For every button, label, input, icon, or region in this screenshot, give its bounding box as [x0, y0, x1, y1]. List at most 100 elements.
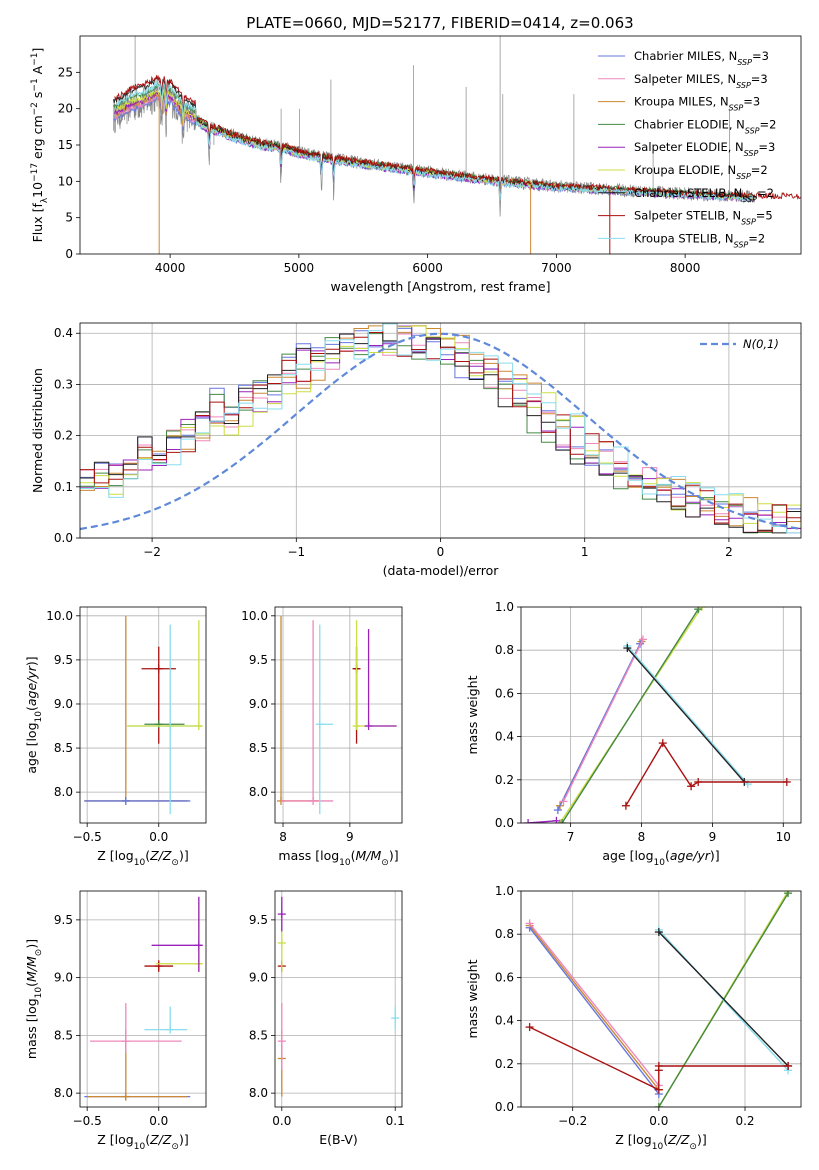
- y-tick-label: 1.0: [495, 884, 514, 898]
- y-tick-label: 9.0: [249, 971, 268, 985]
- x-tick-label: 8000: [670, 261, 701, 275]
- label-part: mass weight: [465, 675, 480, 754]
- label-part: Flux [f: [30, 203, 45, 243]
- y-tick-label: 10.0: [46, 609, 73, 623]
- legend-entry: Kroupa ELODIE, NSSP=2: [634, 163, 768, 181]
- errorbar-point: [391, 1006, 400, 1030]
- x-tick-label: 1: [581, 545, 589, 559]
- x-tick-label: 0: [437, 545, 445, 559]
- x-tick-label: 0.0: [272, 1114, 291, 1128]
- legend-nssp: =5: [756, 209, 773, 223]
- legend-name: Kroupa ELODIE, N: [634, 163, 736, 177]
- legend-sub: SSP: [736, 80, 751, 89]
- y-tick-label: 0.1: [54, 480, 73, 494]
- residuals-axes: −2 −1 0 1 2 0.0 0.1 0.2 0.3 0.4 (data-model)/error…: [30, 323, 801, 578]
- mass-vs-Z-ylabel: mass [log10(M/M⊙)]: [24, 939, 44, 1059]
- x-tick-label: −0.5: [73, 1114, 102, 1128]
- errorbar-point: [315, 624, 334, 815]
- errorbar-point: [364, 629, 397, 731]
- age-vs-mass-frame: [274, 606, 403, 824]
- legend-nssp: =3: [751, 72, 768, 86]
- y-tick-label: 0.3: [54, 377, 73, 391]
- spectrum-xlabel: wavelength [Angstrom, rest frame]: [330, 279, 550, 294]
- errorbar-point: [90, 1003, 182, 1053]
- y-tick-label: 0.8: [495, 643, 514, 657]
- y-tick-label: 0.0: [495, 1100, 514, 1114]
- figure-title: PLATE=0660, MJD=52177, FIBERID=0414, z=0…: [246, 14, 633, 32]
- label-part: Z/Z: [149, 848, 172, 863]
- label-part: 10: [30, 182, 45, 198]
- y-tick-label: 0.4: [495, 730, 514, 744]
- x-tick-label: 4000: [155, 261, 186, 275]
- mass-vs-Z-points: [84, 896, 203, 1101]
- errorbar-point: [144, 720, 185, 729]
- legend-entry: Salpeter ELODIE, NSSP=3: [634, 140, 775, 158]
- label-part: Normed distribution: [30, 368, 45, 493]
- x-tick-label: 9: [709, 830, 717, 844]
- x-tick-label: 10: [776, 830, 791, 844]
- label-part: mass [log: [278, 848, 339, 863]
- label-part: M/M: [24, 956, 39, 982]
- label-part: )]: [389, 848, 399, 863]
- errorbar-point: [84, 796, 191, 805]
- y-tick-label: 0.4: [495, 1014, 514, 1028]
- weight-vs-age-series: [524, 607, 791, 823]
- y-tick-label: 5: [65, 211, 73, 225]
- mass-vs-Z-axes: −0.5 0.08.08.59.09.5Z [log10(Z/Z⊙)]mass […: [24, 891, 206, 1152]
- legend-nssp: =3: [752, 49, 769, 63]
- legend-entry: Chabrier STELIB, NSSP=2: [634, 186, 774, 204]
- y-tick-label: 10.0: [241, 609, 268, 623]
- legend-entry: Kroupa STELIB, NSSP=2: [634, 231, 765, 249]
- label-part: ⊙: [34, 949, 44, 957]
- y-tick-label: 0.0: [54, 531, 73, 545]
- label-part: Z/Z: [149, 1132, 172, 1147]
- y-tick-label: 9.0: [54, 697, 73, 711]
- label-part: )]: [710, 848, 720, 863]
- weight-line: [626, 647, 745, 783]
- age-vs-mass-xlabel: mass [log10(M/M⊙)]: [278, 848, 398, 868]
- normal-curve: [80, 332, 801, 531]
- y-tick-label: 0: [65, 247, 73, 261]
- age-vs-Z-axes: −0.5 0.08.08.59.09.510.0Z [log10(Z/Z⊙)]ag…: [24, 607, 206, 868]
- label-part: wavelength [Angstrom, rest frame]: [330, 279, 550, 294]
- legend-name: Kroupa STELIB, N: [634, 231, 734, 245]
- legend-nssp: =2: [751, 163, 768, 177]
- label-part: age [log: [24, 722, 39, 773]
- label-part: )]: [179, 1132, 189, 1147]
- errorbar-point: [127, 624, 202, 815]
- label-part: 10: [652, 1142, 664, 1152]
- x-tick-label: −2: [143, 545, 161, 559]
- label-part: )]: [24, 656, 39, 666]
- weight-line: [625, 741, 787, 807]
- weight-vs-Z-series: [525, 891, 793, 1107]
- legend-sub: SSP: [737, 58, 752, 67]
- age-vs-Z-xlabel: Z [log10(Z/Z⊙)]: [97, 848, 188, 868]
- age-vs-mass-axes: 8 9 8.0 8.5 9.0 9.5 10.0 mass [log10(M/M⊙)]: [241, 607, 402, 868]
- label-part: )]: [24, 939, 39, 949]
- legend-nssp: =2: [757, 186, 774, 200]
- y-tick-label: 0.0: [495, 816, 514, 830]
- label-part: (: [663, 1132, 668, 1147]
- y-tick-label: 8.0: [54, 1086, 73, 1100]
- y-tick-label: 9.5: [54, 653, 73, 667]
- y-tick-label: 9.0: [249, 697, 268, 711]
- residuals-ylabel: Normed distribution: [30, 368, 45, 493]
- errorbar-point: [144, 960, 174, 972]
- age-vs-Z-points: [84, 615, 203, 815]
- label-part: Z [log: [615, 1132, 651, 1147]
- x-tick-label: 5000: [284, 261, 315, 275]
- legend-sub: SSP: [742, 194, 757, 203]
- label-part: 10: [34, 711, 44, 723]
- x-tick-label: 0.1: [386, 1114, 405, 1128]
- label-part: ⊙: [171, 858, 179, 868]
- weight-line: [557, 643, 641, 811]
- label-part: 10: [134, 1142, 146, 1152]
- label-part: ⊙: [689, 1142, 697, 1152]
- errorbar-point: [352, 620, 397, 731]
- y-tick-label: 15: [58, 138, 73, 152]
- age-vs-mass-points: [277, 615, 397, 815]
- label-part: age [log: [602, 848, 653, 863]
- y-tick-label: 8.5: [54, 741, 73, 755]
